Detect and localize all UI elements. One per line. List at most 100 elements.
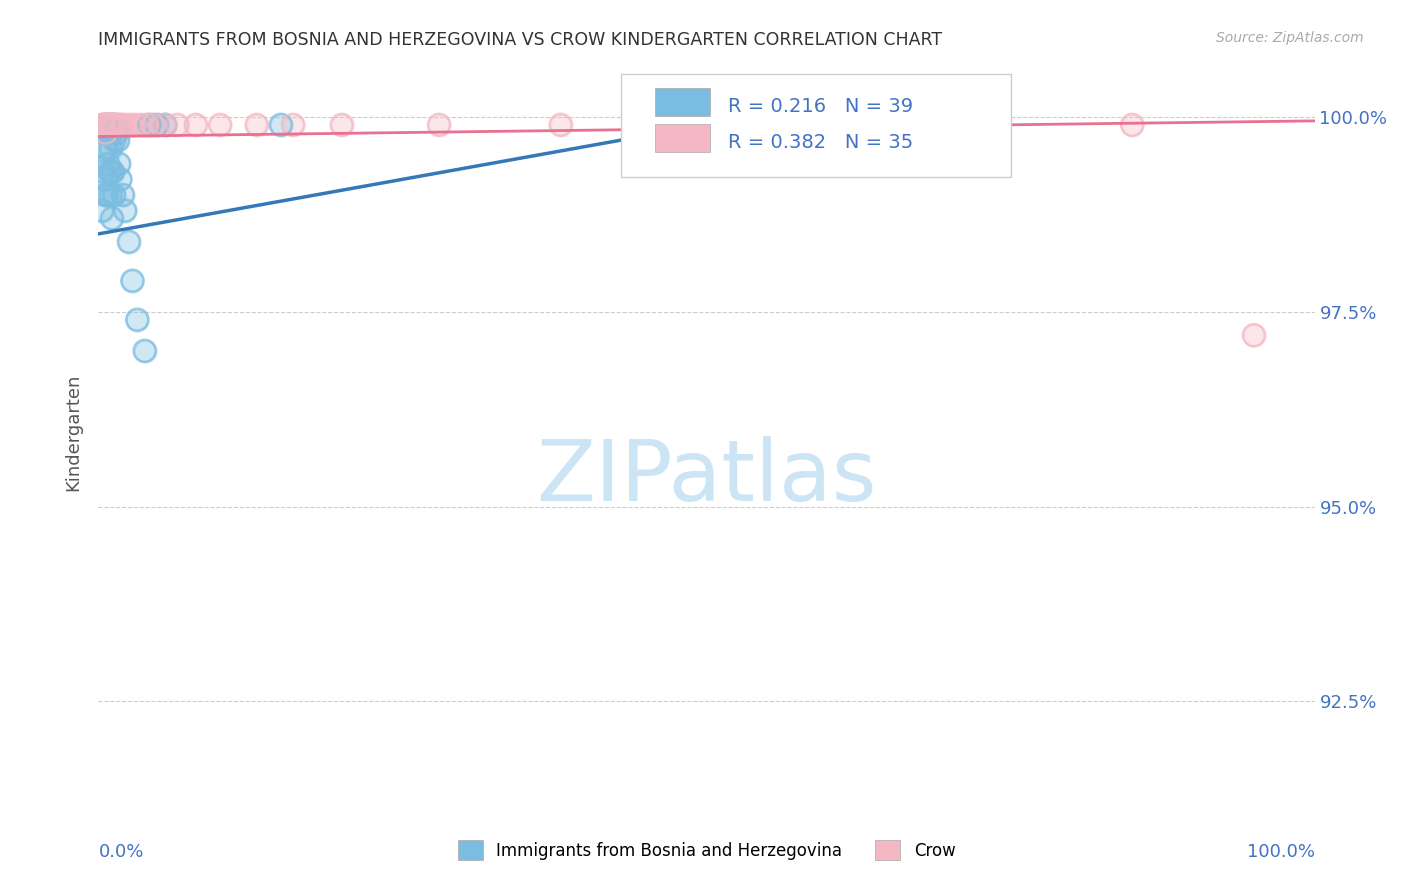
Point [550,118,572,132]
Y-axis label: Kindergarten: Kindergarten [65,374,83,491]
Point [96,141,118,155]
Point [91,118,114,132]
Text: 0.0%: 0.0% [98,843,143,861]
Point [101,126,124,140]
Point [696,118,718,132]
Point [96,188,118,202]
Point [127,312,149,326]
Point [103,133,125,147]
Point [97,118,120,132]
Point [841,118,863,132]
Point [138,118,160,132]
Point [330,118,353,132]
Point [108,157,131,171]
Point [550,118,572,132]
Point [101,164,124,178]
Point [121,274,143,288]
Point [103,133,125,147]
Point [155,118,177,132]
Point [108,157,131,171]
Point [91,118,114,132]
Point [100,141,122,155]
Point [209,118,232,132]
Point [93,118,115,132]
Point [696,118,718,132]
Point [100,188,122,202]
Point [155,118,177,132]
Point [1121,118,1143,132]
Point [103,188,125,202]
Legend: Immigrants from Bosnia and Herzegovina, Crow: Immigrants from Bosnia and Herzegovina, … [450,831,963,869]
Point [101,118,124,132]
Point [987,118,1010,132]
Point [146,118,169,132]
Point [103,118,125,132]
Point [91,118,114,132]
Point [96,118,118,132]
Point [184,118,207,132]
Point [94,172,117,186]
Point [98,164,121,178]
Point [101,118,124,132]
Point [129,118,152,132]
Point [104,118,127,132]
Point [101,118,124,132]
Point [245,118,267,132]
Point [110,118,132,132]
Point [281,118,304,132]
Point [96,118,118,132]
Point [166,118,188,132]
Point [118,235,141,249]
Point [100,118,122,132]
Point [91,203,114,218]
Point [93,188,115,202]
FancyBboxPatch shape [655,88,710,117]
Text: IMMIGRANTS FROM BOSNIA AND HERZEGOVINA VS CROW KINDERGARTEN CORRELATION CHART: IMMIGRANTS FROM BOSNIA AND HERZEGOVINA V… [98,31,942,49]
Point [96,118,118,132]
Point [427,118,450,132]
Point [114,118,136,132]
Point [121,274,143,288]
Point [101,126,124,140]
Point [101,118,124,132]
Point [93,141,115,155]
Point [101,118,124,132]
Text: R = 0.382   N = 35: R = 0.382 N = 35 [728,133,914,152]
Point [105,126,128,140]
Text: Source: ZipAtlas.com: Source: ZipAtlas.com [1216,31,1364,45]
Point [114,203,136,218]
Point [97,157,120,171]
Point [101,118,124,132]
Point [91,118,114,132]
Point [110,172,132,186]
Text: R = 0.216   N = 39: R = 0.216 N = 39 [728,97,914,116]
Point [114,118,136,132]
Point [138,118,160,132]
Point [96,188,118,202]
Point [98,126,121,140]
Point [101,164,124,178]
Point [427,118,450,132]
Point [101,211,124,226]
Point [155,118,177,132]
Point [110,118,132,132]
Point [118,235,141,249]
Point [105,126,128,140]
Point [94,172,117,186]
Text: ZIPatlas: ZIPatlas [536,435,877,518]
Point [104,118,127,132]
Point [103,118,125,132]
Point [94,126,117,140]
Point [101,164,124,178]
Point [108,118,131,132]
Point [94,126,117,140]
Point [93,118,115,132]
Point [1243,328,1265,343]
Point [166,118,188,132]
Point [101,164,124,178]
Point [98,126,121,140]
Point [118,118,141,132]
Point [155,118,177,132]
Point [94,126,117,140]
Point [270,118,292,132]
